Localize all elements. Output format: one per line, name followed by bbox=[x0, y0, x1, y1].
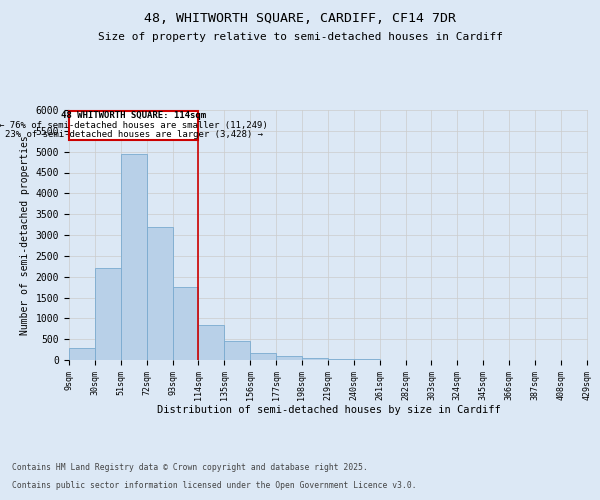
FancyBboxPatch shape bbox=[69, 111, 199, 140]
Bar bbox=[173, 287, 199, 360]
Bar bbox=[95, 268, 121, 360]
Bar bbox=[199, 324, 224, 360]
Text: 48 WHITWORTH SQUARE: 114sqm: 48 WHITWORTH SQUARE: 114sqm bbox=[61, 112, 206, 120]
Bar bbox=[328, 359, 354, 360]
Bar bbox=[302, 358, 328, 360]
Text: Size of property relative to semi-detached houses in Cardiff: Size of property relative to semi-detach… bbox=[97, 32, 503, 42]
Bar bbox=[224, 341, 250, 360]
Text: ← 76% of semi-detached houses are smaller (11,249): ← 76% of semi-detached houses are smalle… bbox=[0, 121, 268, 130]
Bar bbox=[146, 226, 173, 360]
Text: 48, WHITWORTH SQUARE, CARDIFF, CF14 7DR: 48, WHITWORTH SQUARE, CARDIFF, CF14 7DR bbox=[144, 12, 456, 26]
Y-axis label: Number of semi-detached properties: Number of semi-detached properties bbox=[20, 135, 30, 335]
Text: Contains HM Land Registry data © Crown copyright and database right 2025.: Contains HM Land Registry data © Crown c… bbox=[12, 464, 368, 472]
X-axis label: Distribution of semi-detached houses by size in Cardiff: Distribution of semi-detached houses by … bbox=[157, 406, 500, 415]
Text: 23% of semi-detached houses are larger (3,428) →: 23% of semi-detached houses are larger (… bbox=[5, 130, 263, 139]
Text: Contains public sector information licensed under the Open Government Licence v3: Contains public sector information licen… bbox=[12, 481, 416, 490]
Bar bbox=[121, 154, 146, 360]
Bar bbox=[276, 356, 302, 360]
Bar bbox=[69, 348, 95, 360]
Bar bbox=[250, 352, 276, 360]
